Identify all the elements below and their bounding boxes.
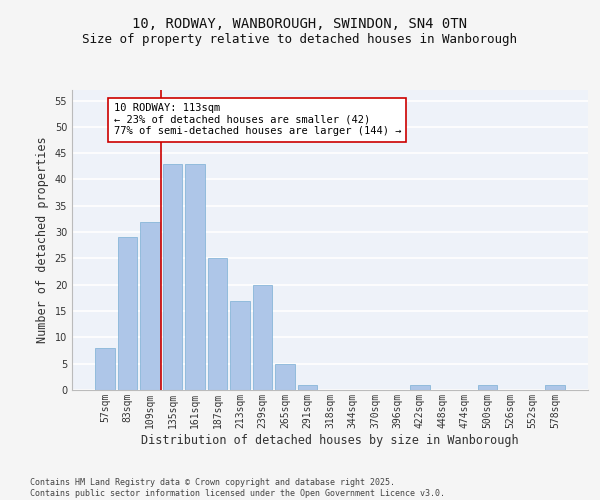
Bar [163, 164, 182, 390]
Text: 10, RODWAY, WANBOROUGH, SWINDON, SN4 0TN: 10, RODWAY, WANBOROUGH, SWINDON, SN4 0TN [133, 18, 467, 32]
Bar [253, 284, 272, 390]
Bar [140, 222, 160, 390]
Text: 10 RODWAY: 113sqm
← 23% of detached houses are smaller (42)
77% of semi-detached: 10 RODWAY: 113sqm ← 23% of detached hous… [113, 103, 401, 136]
Y-axis label: Number of detached properties: Number of detached properties [36, 136, 49, 344]
Bar [478, 384, 497, 390]
Bar [95, 348, 115, 390]
Bar [230, 300, 250, 390]
Bar [410, 384, 430, 390]
Text: Size of property relative to detached houses in Wanborough: Size of property relative to detached ho… [83, 32, 517, 46]
Bar [208, 258, 227, 390]
Bar [545, 384, 565, 390]
Text: Contains HM Land Registry data © Crown copyright and database right 2025.
Contai: Contains HM Land Registry data © Crown c… [30, 478, 445, 498]
Bar [185, 164, 205, 390]
Bar [298, 384, 317, 390]
Bar [275, 364, 295, 390]
X-axis label: Distribution of detached houses by size in Wanborough: Distribution of detached houses by size … [141, 434, 519, 446]
Bar [118, 238, 137, 390]
